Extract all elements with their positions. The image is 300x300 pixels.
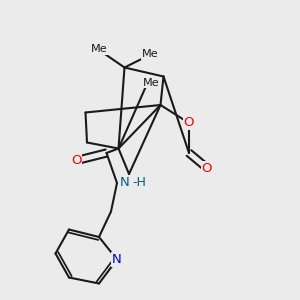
Text: O: O: [71, 154, 82, 167]
Text: -H: -H: [132, 176, 146, 189]
Text: Me: Me: [143, 77, 160, 88]
Text: Me: Me: [91, 44, 107, 55]
Text: O: O: [202, 161, 212, 175]
Text: Me: Me: [142, 49, 158, 59]
Text: N: N: [112, 253, 122, 266]
Text: O: O: [184, 116, 194, 130]
Text: N: N: [120, 176, 130, 190]
